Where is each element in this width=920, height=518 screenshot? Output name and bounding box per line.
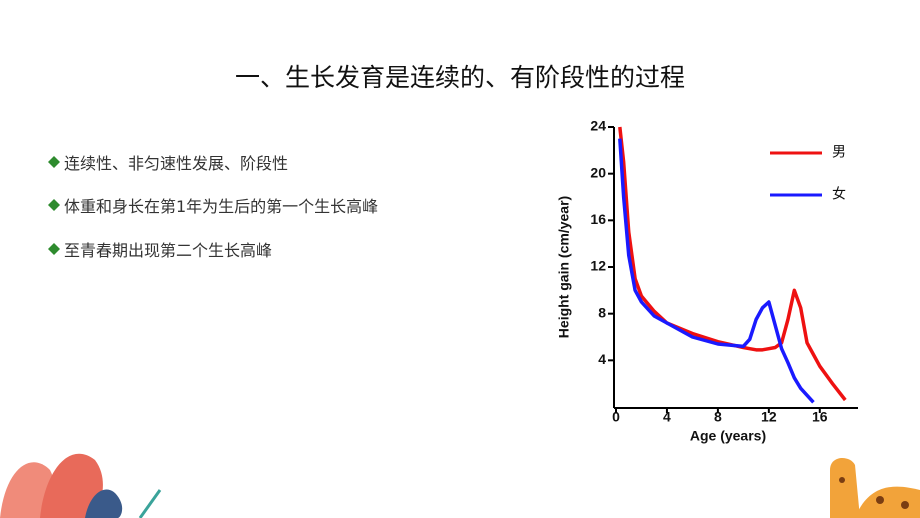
bullet: 连续性、非匀速性发展、阶段性: [48, 150, 288, 174]
bullet-text: 体重和身长在第1年为生后的第一个生长高峰: [64, 197, 379, 216]
y-tick-label: 20: [590, 164, 606, 180]
bullet-icon: [48, 243, 60, 255]
series-line: [618, 138, 815, 404]
x-tick-label: 4: [663, 409, 671, 425]
x-tick-label: 16: [812, 409, 828, 425]
decoration-plant: [0, 453, 162, 518]
x-tick-label: 0: [612, 409, 620, 425]
y-tick-label: 4: [598, 351, 606, 367]
series-line: [618, 126, 847, 402]
bullet-text: 连续性、非匀速性发展、阶段性: [64, 154, 289, 173]
y-axis-title: Height gain (cm/year): [556, 196, 572, 338]
decoration-giraffe: [830, 458, 920, 518]
bullet-icon: [48, 156, 60, 168]
bullet: 体重和身长在第1年为生后的第一个生长高峰: [48, 193, 378, 217]
legend-label: 女: [832, 186, 846, 202]
x-tick-label: 12: [761, 409, 777, 425]
y-tick-label: 16: [590, 211, 606, 227]
x-axis-title: Age (years): [690, 428, 766, 444]
y-tick-label: 24: [590, 118, 606, 134]
bullet-icon: [48, 199, 60, 211]
x-tick-label: 8: [714, 409, 722, 425]
y-tick-label: 8: [598, 304, 606, 320]
slide-title: 一、生长发育是连续的、有阶段性的过程: [234, 63, 685, 92]
y-tick-label: 12: [590, 258, 606, 274]
bullet: 至青春期出现第二个生长高峰: [48, 237, 272, 261]
legend-label: 男: [832, 144, 846, 160]
bullet-text: 至青春期出现第二个生长高峰: [64, 241, 273, 260]
